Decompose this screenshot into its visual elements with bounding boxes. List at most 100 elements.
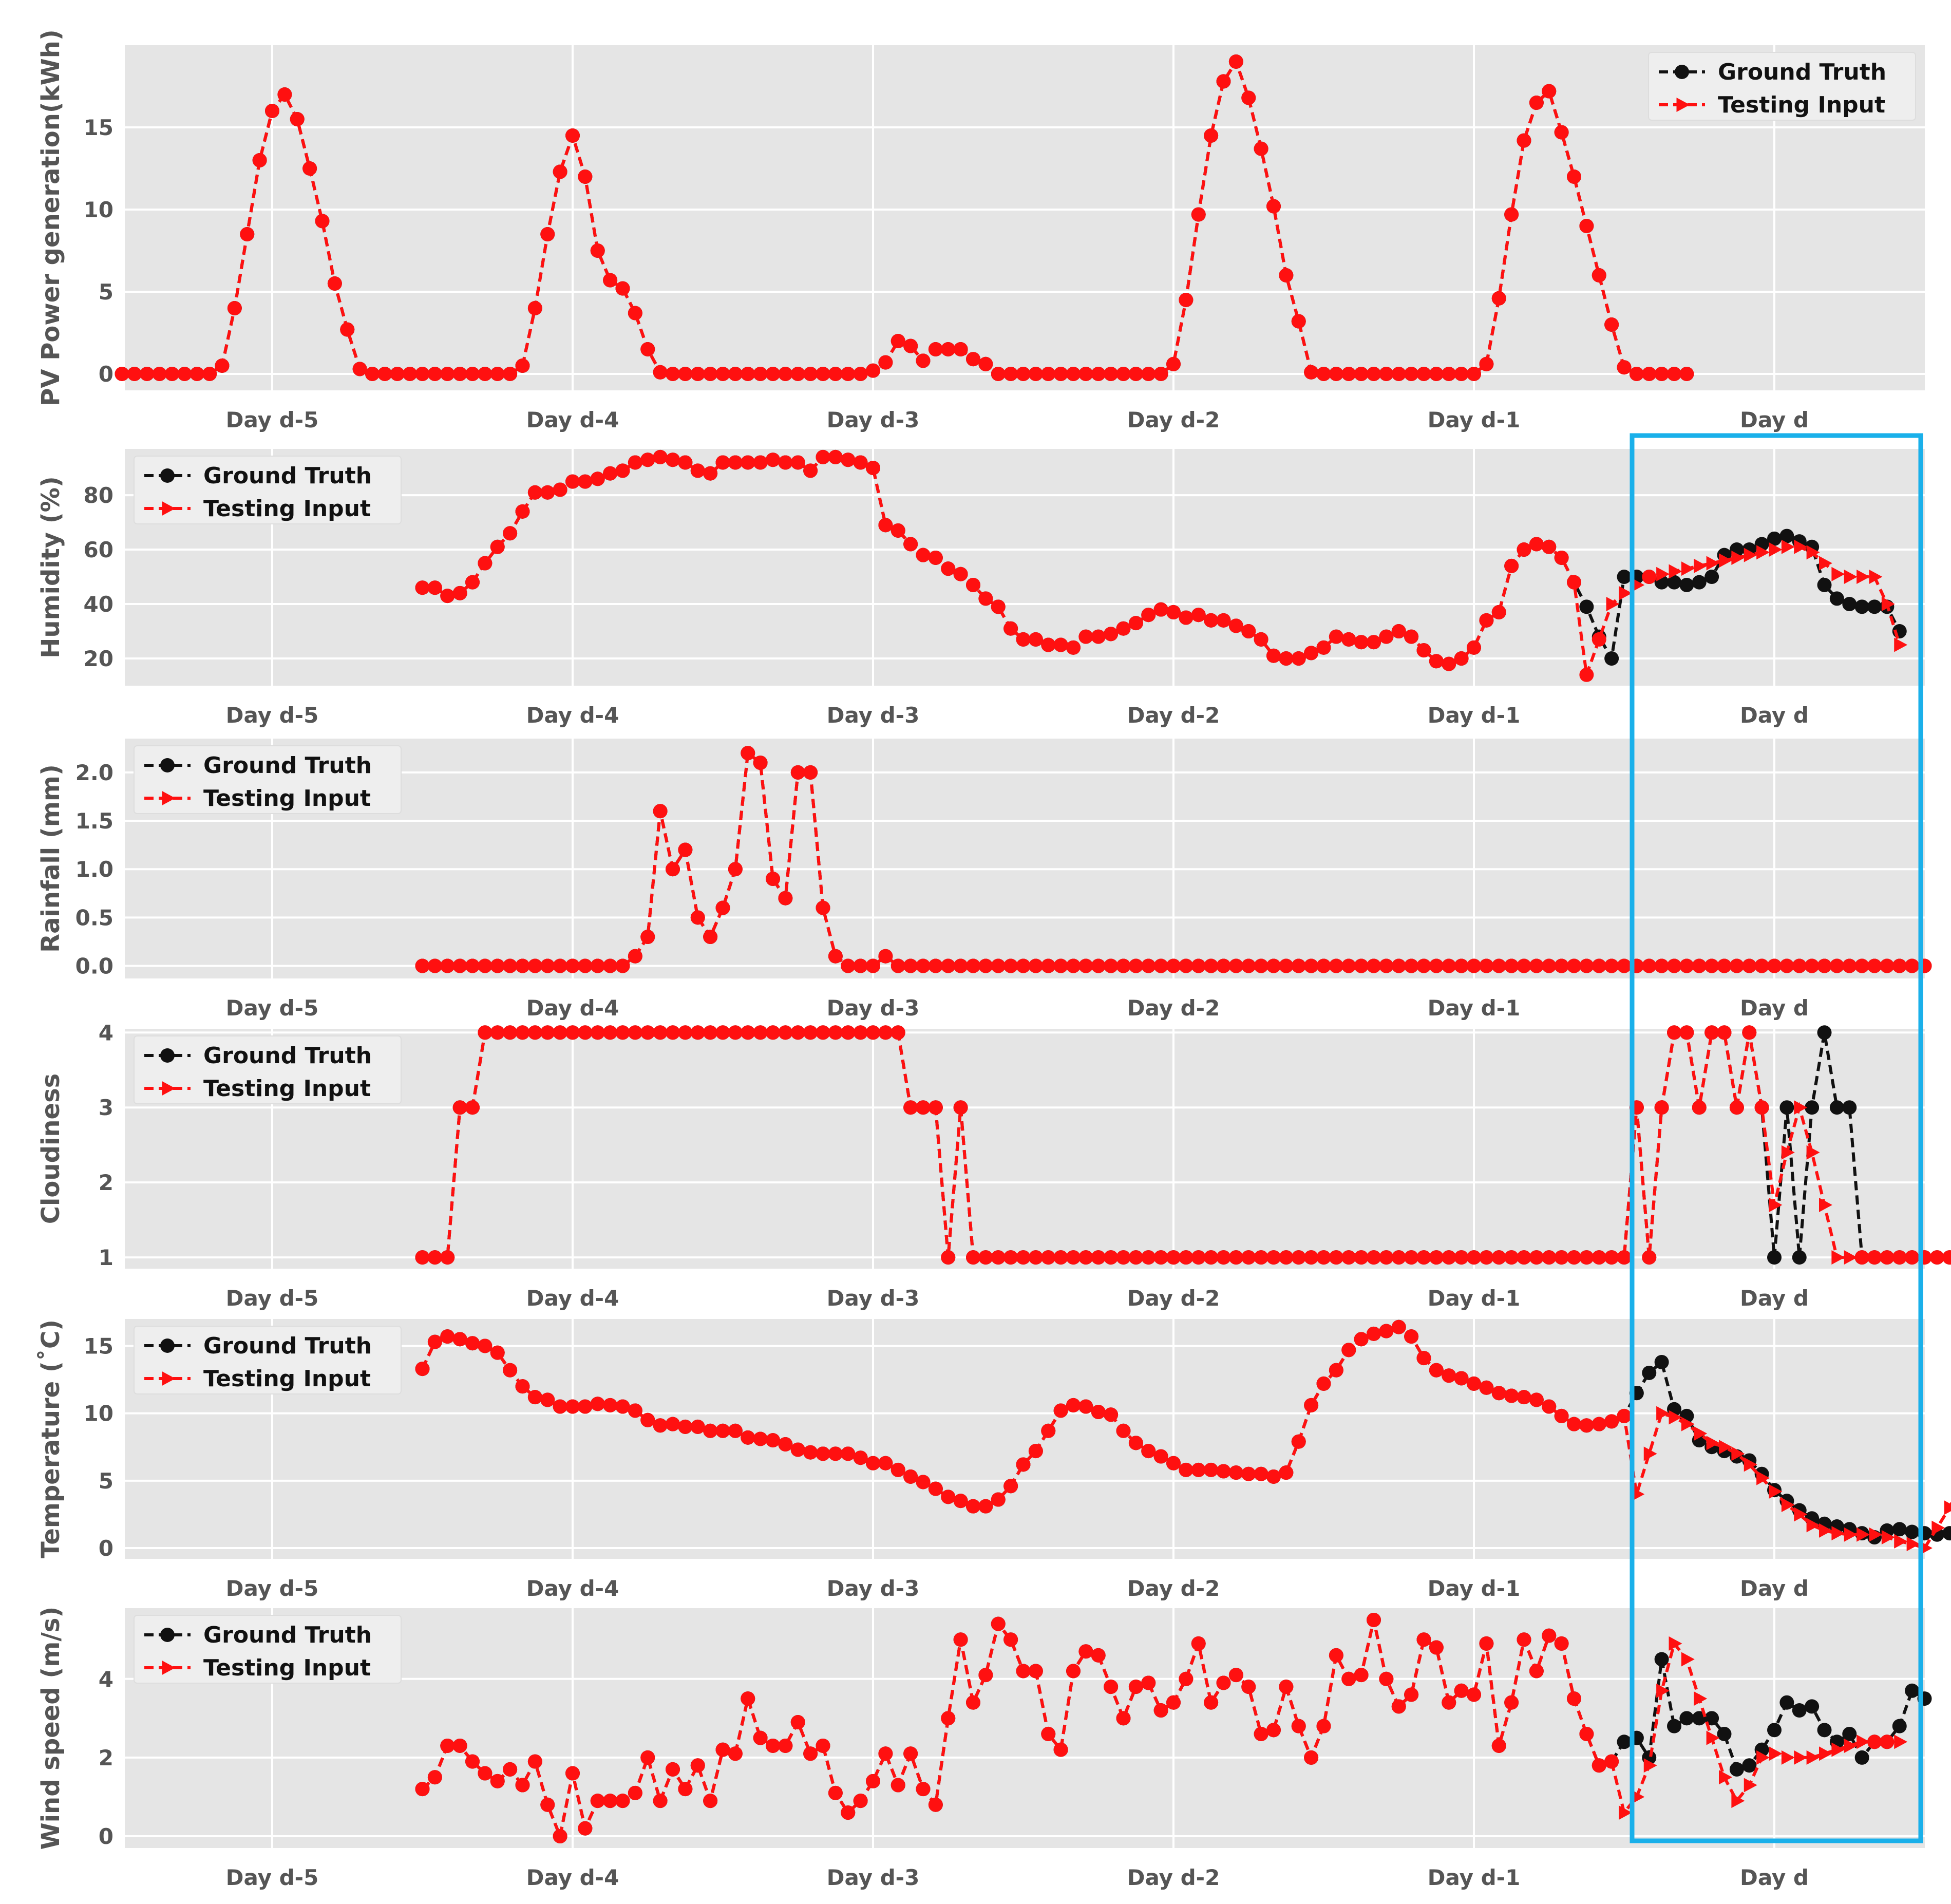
testing-input-point <box>1479 958 1494 973</box>
testing-input-point <box>1166 1695 1181 1710</box>
testing-input-point <box>690 910 705 925</box>
legend-triangle-marker <box>1676 98 1690 112</box>
ground-truth-point <box>1805 1100 1820 1115</box>
testing-input-point <box>941 1490 956 1504</box>
testing-input-point <box>427 1250 442 1265</box>
testing-input-point <box>678 1025 693 1040</box>
x-tick-label: Day d-1 <box>1428 703 1521 728</box>
testing-input-point <box>991 599 1006 614</box>
testing-input-point <box>227 301 242 315</box>
testing-input-point <box>452 367 467 381</box>
ground-truth-point <box>1867 599 1882 614</box>
legend: Ground Truth Testing Input <box>134 745 402 814</box>
legend-label: Ground Truth <box>203 752 372 779</box>
testing-input-point <box>1905 958 1920 973</box>
testing-input-point <box>753 1431 768 1446</box>
testing-input-point <box>452 1738 467 1753</box>
testing-input-point <box>415 1362 430 1377</box>
testing-input-point <box>1241 1250 1256 1265</box>
testing-input-point <box>1892 1250 1907 1265</box>
testing-input-point <box>1857 570 1870 585</box>
testing-input-point <box>1341 1250 1356 1265</box>
y-tick-label: 2.0 <box>75 760 113 785</box>
testing-input-point <box>878 1746 893 1761</box>
testing-input-point <box>590 1794 605 1808</box>
ground-truth-point <box>1617 570 1632 585</box>
testing-input-point <box>1304 1750 1319 1765</box>
testing-input-point <box>527 958 542 973</box>
testing-input-point <box>1028 1250 1043 1265</box>
testing-input-point <box>766 1025 780 1040</box>
testing-input-point <box>1367 1612 1381 1627</box>
testing-input-point <box>1554 125 1569 140</box>
testing-input-point <box>1491 1738 1506 1753</box>
panels: Day d-5 Day d-4 Day d-3 Day d-2 Day d-1 Day d… <box>36 29 1951 1890</box>
testing-input-point <box>790 455 805 470</box>
testing-input-point <box>1254 1250 1268 1265</box>
testing-input-point <box>615 281 630 296</box>
testing-input-point <box>427 1770 442 1785</box>
testing-input-point <box>741 1025 755 1040</box>
testing-input-point <box>640 1412 655 1427</box>
testing-input-point <box>503 958 518 973</box>
testing-input-point <box>1341 632 1356 647</box>
testing-input-point <box>1491 605 1506 619</box>
testing-input-point <box>903 338 918 353</box>
ground-truth-point <box>1767 1250 1782 1265</box>
x-tick-label: Day d-2 <box>1127 1286 1220 1311</box>
testing-input-point <box>1504 958 1519 973</box>
legend-triangle-marker <box>162 791 176 805</box>
testing-input-point <box>1291 1250 1306 1265</box>
testing-input-point <box>741 455 755 470</box>
legend-label: Ground Truth <box>203 1622 372 1648</box>
testing-input-point <box>515 1025 530 1040</box>
testing-input-point <box>766 367 780 381</box>
testing-input-point <box>1529 96 1544 110</box>
testing-input-point <box>1104 1407 1119 1422</box>
testing-input-point <box>878 1025 893 1040</box>
testing-input-point <box>1416 1351 1431 1366</box>
y-tick-label: 0 <box>99 1824 113 1849</box>
testing-input-point <box>527 1390 542 1405</box>
y-tick-label: 15 <box>84 115 113 140</box>
testing-input-point <box>853 1450 868 1465</box>
testing-input-point <box>1241 1680 1256 1694</box>
testing-input-point <box>515 504 530 519</box>
testing-input-point <box>1279 1680 1294 1694</box>
testing-input-point <box>1781 1750 1795 1765</box>
y-tick-label: 2 <box>99 1170 113 1195</box>
testing-input-point <box>753 756 768 770</box>
testing-input-point <box>1066 367 1081 381</box>
testing-input-point <box>1041 637 1056 652</box>
testing-input-point <box>1467 367 1481 381</box>
testing-input-point <box>578 169 593 184</box>
testing-input-point <box>1216 613 1231 628</box>
testing-input-point <box>215 359 230 373</box>
testing-input-point <box>703 1025 718 1040</box>
ground-truth-point <box>1854 599 1869 614</box>
x-tick-label: Day d-1 <box>1428 1286 1521 1311</box>
testing-input-point <box>1379 367 1394 381</box>
testing-input-point <box>1479 1636 1494 1651</box>
testing-input-point <box>1779 958 1794 973</box>
testing-input-point <box>753 1025 768 1040</box>
testing-input-point <box>1554 958 1569 973</box>
testing-input-point <box>1781 1498 1795 1513</box>
ground-truth-point <box>1679 577 1694 592</box>
testing-input-point <box>478 367 493 381</box>
testing-input-point <box>1291 651 1306 666</box>
ground-truth-point <box>1667 575 1681 590</box>
testing-input-point <box>1669 1636 1682 1651</box>
plot-area <box>125 739 1925 978</box>
testing-input-point <box>1228 1250 1243 1265</box>
testing-input-point <box>527 1754 542 1769</box>
testing-input-point <box>941 561 956 576</box>
testing-input-point <box>1041 1250 1056 1265</box>
testing-input-point <box>1744 1778 1757 1793</box>
testing-input-point <box>978 1668 993 1683</box>
testing-input-point <box>1542 539 1557 554</box>
legend-box <box>134 1326 402 1394</box>
testing-input-point <box>690 463 705 478</box>
testing-input-point <box>841 958 856 973</box>
